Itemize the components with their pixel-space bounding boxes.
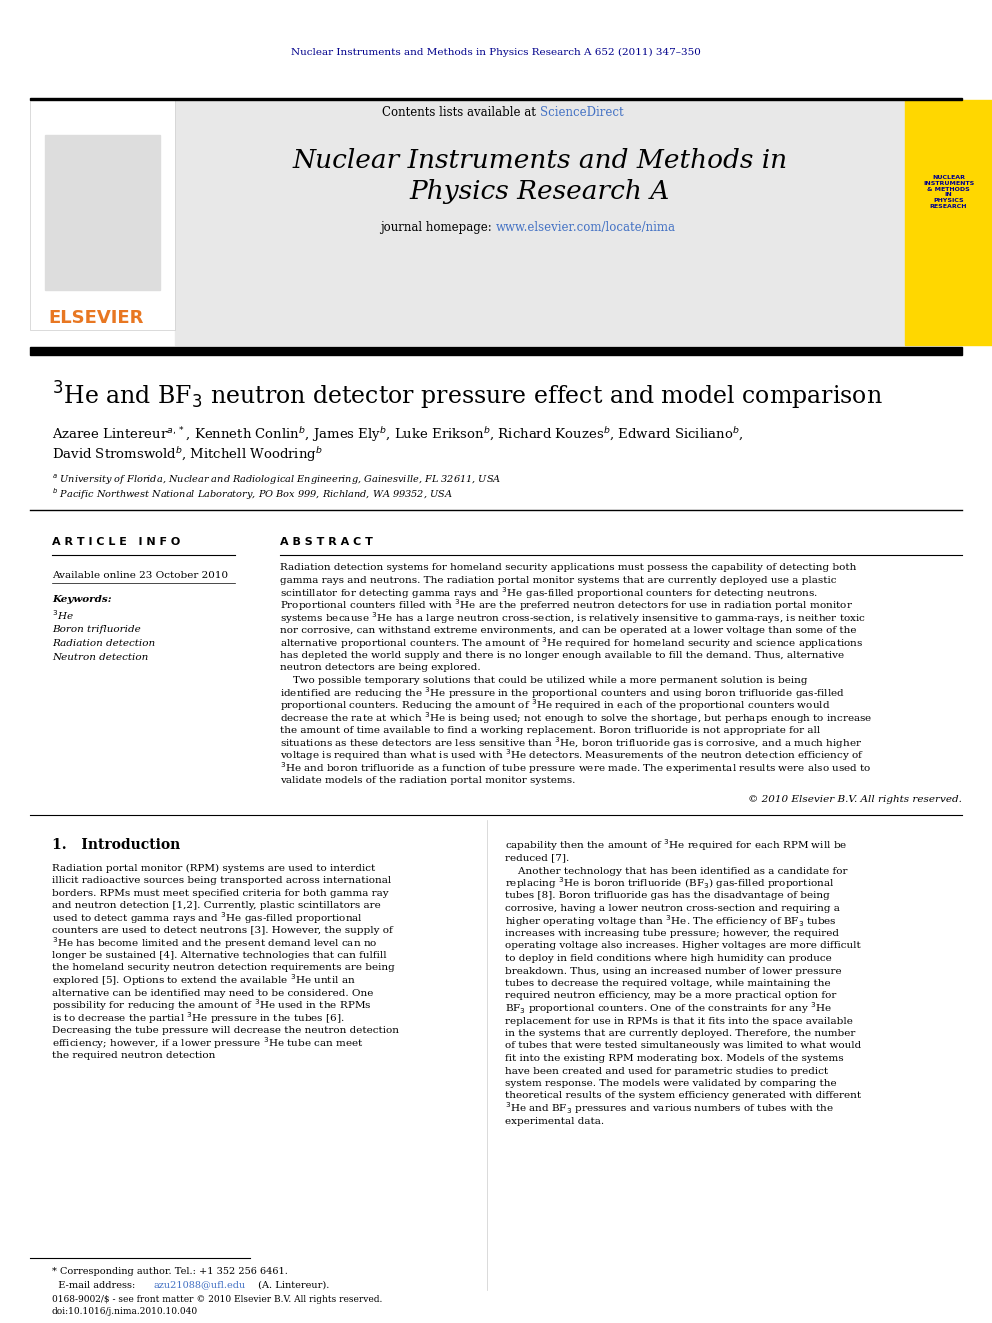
Text: www.elsevier.com/locate/nima: www.elsevier.com/locate/nima [496, 221, 676, 234]
Text: and neutron detection [1,2]. Currently, plastic scintillators are: and neutron detection [1,2]. Currently, … [52, 901, 381, 910]
Text: decrease the rate at which $^{3}$He is being used; not enough to solve the short: decrease the rate at which $^{3}$He is b… [280, 710, 872, 726]
Text: Boron trifluoride: Boron trifluoride [52, 624, 141, 634]
Text: voltage is required than what is used with $^{3}$He detectors. Measurements of t: voltage is required than what is used wi… [280, 747, 864, 763]
Text: efficiency; however, if a lower pressure $^{3}$He tube can meet: efficiency; however, if a lower pressure… [52, 1035, 364, 1050]
Text: capability then the amount of $^{3}$He required for each RPM will be: capability then the amount of $^{3}$He r… [505, 837, 847, 853]
Text: scintillator for detecting gamma rays and $^{3}$He gas-filled proportional count: scintillator for detecting gamma rays an… [280, 585, 817, 601]
Text: breakdown. Thus, using an increased number of lower pressure: breakdown. Thus, using an increased numb… [505, 967, 841, 975]
Text: possibility for reducing the amount of $^{3}$He used in the RPMs: possibility for reducing the amount of $… [52, 998, 372, 1013]
Text: experimental data.: experimental data. [505, 1117, 604, 1126]
Text: NUCLEAR
INSTRUMENTS
& METHODS
IN
PHYSICS
RESEARCH: NUCLEAR INSTRUMENTS & METHODS IN PHYSICS… [923, 175, 974, 209]
Text: ELSEVIER: ELSEVIER [49, 310, 144, 327]
Text: theoretical results of the system efficiency generated with different: theoretical results of the system effici… [505, 1091, 861, 1101]
Text: doi:10.1016/j.nima.2010.10.040: doi:10.1016/j.nima.2010.10.040 [52, 1307, 198, 1316]
Text: neutron detectors are being explored.: neutron detectors are being explored. [280, 664, 481, 672]
Text: E-mail address:: E-mail address: [52, 1281, 138, 1290]
Text: Radiation detection: Radiation detection [52, 639, 155, 647]
Text: corrosive, having a lower neutron cross-section and requiring a: corrosive, having a lower neutron cross-… [505, 904, 840, 913]
Text: the homeland security neutron detection requirements are being: the homeland security neutron detection … [52, 963, 395, 972]
Text: replacing $^{3}$He is boron trifluoride (BF$_{3}$) gas-filled proportional: replacing $^{3}$He is boron trifluoride … [505, 876, 834, 892]
Text: ScienceDirect: ScienceDirect [540, 106, 624, 119]
Bar [30, 98, 962, 101]
Text: fit into the existing RPM moderating box. Models of the systems: fit into the existing RPM moderating box… [505, 1054, 843, 1062]
Text: journal homepage:: journal homepage: [381, 221, 496, 234]
Text: identified are reducing the $^{3}$He pressure in the proportional counters and u: identified are reducing the $^{3}$He pre… [280, 685, 845, 701]
Text: alternative can be identified may need to be considered. One: alternative can be identified may need t… [52, 988, 373, 998]
Text: $^{3}$He has become limited and the present demand level can no: $^{3}$He has become limited and the pres… [52, 935, 378, 951]
Text: Nuclear Instruments and Methods in Physics Research A 652 (2011) 347–350: Nuclear Instruments and Methods in Physi… [291, 48, 701, 57]
Text: replacement for use in RPMs is that it fits into the space available: replacement for use in RPMs is that it f… [505, 1016, 853, 1025]
Text: higher operating voltage than $^{3}$He. The efficiency of BF$_{3}$ tubes: higher operating voltage than $^{3}$He. … [505, 913, 837, 929]
Text: in the systems that are currently deployed. Therefore, the number: in the systems that are currently deploy… [505, 1029, 855, 1039]
Text: systems because $^{3}$He has a large neutron cross-section, is relatively insens: systems because $^{3}$He has a large neu… [280, 610, 866, 626]
Text: the amount of time available to find a working replacement. Boron trifluoride is: the amount of time available to find a w… [280, 726, 820, 736]
Text: 1.   Introduction: 1. Introduction [52, 837, 181, 852]
Text: 0168-9002/$ - see front matter © 2010 Elsevier B.V. All rights reserved.: 0168-9002/$ - see front matter © 2010 El… [52, 1295, 382, 1304]
Text: A R T I C L E   I N F O: A R T I C L E I N F O [52, 537, 181, 546]
Text: has depleted the world supply and there is no longer enough available to fill th: has depleted the world supply and there … [280, 651, 844, 660]
Text: BF$_{3}$ proportional counters. One of the constraints for any $^{3}$He: BF$_{3}$ proportional counters. One of t… [505, 1000, 832, 1016]
Text: Contents lists available at: Contents lists available at [382, 106, 540, 119]
Text: used to detect gamma rays and $^{3}$He gas-filled proportional: used to detect gamma rays and $^{3}$He g… [52, 910, 363, 926]
Text: Another technology that has been identified as a candidate for: Another technology that has been identif… [505, 867, 847, 876]
Text: * Corresponding author. Tel.: +1 352 256 6461.: * Corresponding author. Tel.: +1 352 256… [52, 1267, 288, 1277]
Text: David Stromswold$^{b}$, Mitchell Woodring$^{b}$: David Stromswold$^{b}$, Mitchell Woodrin… [52, 446, 322, 464]
Text: validate models of the radiation portal monitor systems.: validate models of the radiation portal … [280, 777, 575, 785]
Text: (A. Lintereur).: (A. Lintereur). [255, 1281, 329, 1290]
Bar [30, 347, 962, 355]
Text: of tubes that were tested simultaneously was limited to what would: of tubes that were tested simultaneously… [505, 1041, 861, 1050]
Text: situations as these detectors are less sensitive than $^{3}$He, boron trifluorid: situations as these detectors are less s… [280, 736, 862, 751]
Text: required neutron efficiency, may be a more practical option for: required neutron efficiency, may be a mo… [505, 991, 836, 1000]
Text: illicit radioactive sources being transported across international: illicit radioactive sources being transp… [52, 876, 391, 885]
Text: Radiation detection systems for homeland security applications must possess the : Radiation detection systems for homeland… [280, 564, 856, 573]
Text: longer be sustained [4]. Alternative technologies that can fulfill: longer be sustained [4]. Alternative tec… [52, 951, 387, 960]
Bar [30, 101, 175, 329]
Text: to deploy in field conditions where high humidity can produce: to deploy in field conditions where high… [505, 954, 831, 963]
Text: gamma rays and neutrons. The radiation portal monitor systems that are currently: gamma rays and neutrons. The radiation p… [280, 576, 836, 585]
Text: Radiation portal monitor (RPM) systems are used to interdict: Radiation portal monitor (RPM) systems a… [52, 864, 375, 873]
Text: alternative proportional counters. The amount of $^{3}$He required for homeland : alternative proportional counters. The a… [280, 635, 863, 651]
Text: increases with increasing tube pressure; however, the required: increases with increasing tube pressure;… [505, 929, 839, 938]
Text: $^{a}$ University of Florida, Nuclear and Radiological Engineering, Gainesville,: $^{a}$ University of Florida, Nuclear an… [52, 472, 501, 487]
Text: Two possible temporary solutions that could be utilized while a more permanent s: Two possible temporary solutions that co… [280, 676, 807, 685]
Text: $^{3}$He and BF$_{3}$ neutron detector pressure effect and model comparison: $^{3}$He and BF$_{3}$ neutron detector p… [52, 380, 883, 411]
Text: borders. RPMs must meet specified criteria for both gamma ray: borders. RPMs must meet specified criter… [52, 889, 389, 897]
Text: © 2010 Elsevier B.V. All rights reserved.: © 2010 Elsevier B.V. All rights reserved… [748, 795, 962, 804]
Text: $^{3}$He: $^{3}$He [52, 609, 73, 622]
Bar [45, 135, 160, 290]
Bar [175, 101, 905, 345]
Text: $^{3}$He and BF$_{3}$ pressures and various numbers of tubes with the: $^{3}$He and BF$_{3}$ pressures and vari… [505, 1101, 834, 1117]
Text: is to decrease the partial $^{3}$He pressure in the tubes [6].: is to decrease the partial $^{3}$He pres… [52, 1009, 344, 1025]
Text: tubes [8]. Boron trifluoride gas has the disadvantage of being: tubes [8]. Boron trifluoride gas has the… [505, 892, 829, 901]
Text: Keywords:: Keywords: [52, 595, 112, 605]
Text: the required neutron detection: the required neutron detection [52, 1050, 215, 1060]
Text: Proportional counters filled with $^{3}$He are the preferred neutron detectors f: Proportional counters filled with $^{3}$… [280, 598, 853, 614]
Text: Neutron detection: Neutron detection [52, 652, 148, 662]
Text: nor corrosive, can withstand extreme environments, and can be operated at a lowe: nor corrosive, can withstand extreme env… [280, 626, 856, 635]
Text: Decreasing the tube pressure will decrease the neutron detection: Decreasing the tube pressure will decrea… [52, 1027, 399, 1035]
Text: $^{3}$He and boron trifluoride as a function of tube pressure were made. The exp: $^{3}$He and boron trifluoride as a func… [280, 761, 872, 775]
Text: have been created and used for parametric studies to predict: have been created and used for parametri… [505, 1066, 828, 1076]
Text: counters are used to detect neutrons [3]. However, the supply of: counters are used to detect neutrons [3]… [52, 926, 393, 935]
Text: reduced [7].: reduced [7]. [505, 853, 569, 863]
Text: proportional counters. Reducing the amount of $^{3}$He required in each of the p: proportional counters. Reducing the amou… [280, 697, 830, 713]
Text: Azaree Lintereur$^{a,*}$, Kenneth Conlin$^{b}$, James Ely$^{b}$, Luke Erikson$^{: Azaree Lintereur$^{a,*}$, Kenneth Conlin… [52, 426, 743, 445]
Text: Available online 23 October 2010: Available online 23 October 2010 [52, 570, 228, 579]
Text: operating voltage also increases. Higher voltages are more difficult: operating voltage also increases. Higher… [505, 942, 861, 950]
Text: Nuclear Instruments and Methods in: Nuclear Instruments and Methods in [293, 147, 788, 172]
Text: explored [5]. Options to extend the available $^{3}$He until an: explored [5]. Options to extend the avai… [52, 972, 356, 988]
Bar [905, 101, 992, 345]
Text: A B S T R A C T: A B S T R A C T [280, 537, 373, 546]
Text: tubes to decrease the required voltage, while maintaining the: tubes to decrease the required voltage, … [505, 979, 830, 988]
Text: azu21088@ufl.edu: azu21088@ufl.edu [154, 1281, 246, 1290]
Text: $^{b}$ Pacific Northwest National Laboratory, PO Box 999, Richland, WA 99352, US: $^{b}$ Pacific Northwest National Labora… [52, 486, 452, 501]
Text: Physics Research A: Physics Research A [410, 180, 671, 205]
Text: system response. The models were validated by comparing the: system response. The models were validat… [505, 1080, 836, 1088]
